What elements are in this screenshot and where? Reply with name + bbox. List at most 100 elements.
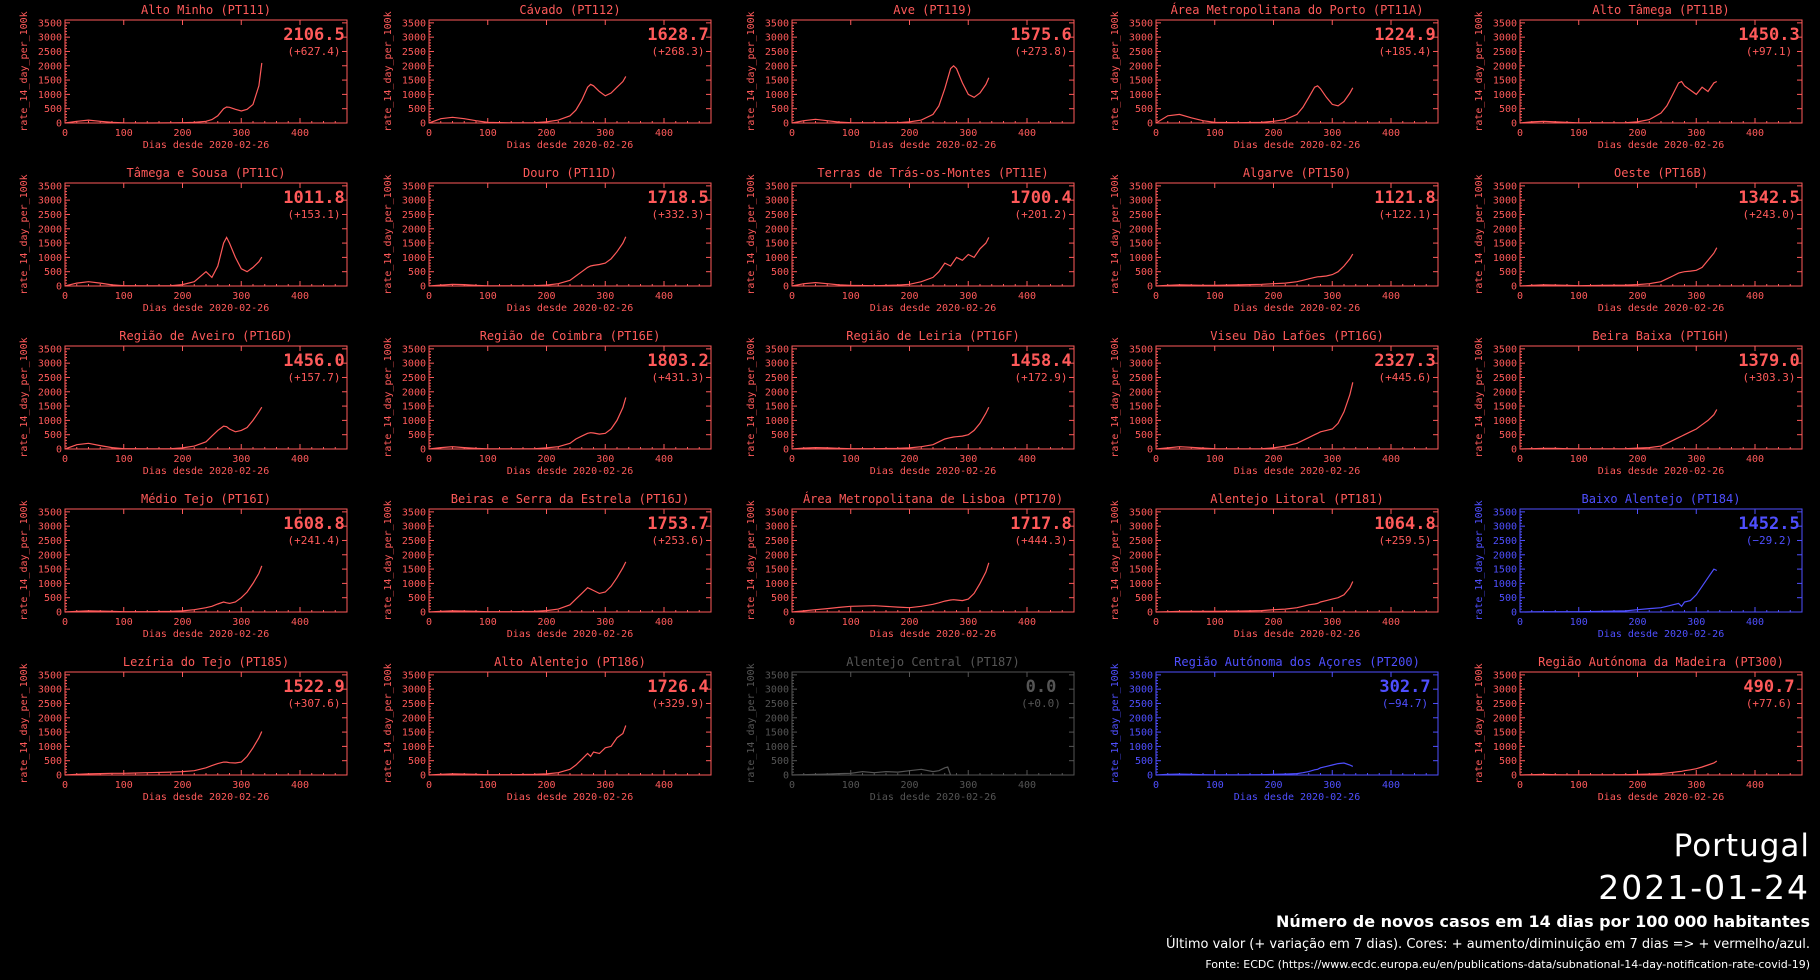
x-tick-label: 300: [1687, 128, 1705, 139]
y-tick-label: 3500: [38, 181, 62, 192]
change-label: (+241.4): [288, 534, 341, 547]
y-tick-label: 500: [1135, 267, 1153, 278]
y-tick-label: 2500: [765, 373, 789, 384]
y-tick-label: 3500: [1129, 18, 1153, 29]
change-label: (+77.6): [1746, 697, 1792, 710]
y-tick-label: 2000: [1493, 550, 1517, 561]
y-tick-label: 1000: [1129, 416, 1153, 427]
series-line: [64, 236, 263, 287]
x-tick-label: 0: [62, 454, 68, 465]
y-tick-label: 2500: [38, 699, 62, 710]
y-tick-label: 2500: [402, 536, 426, 547]
y-tick-label: 2500: [1129, 536, 1153, 547]
y-tick-label: 3000: [1129, 196, 1153, 207]
x-tick-label: 300: [232, 780, 250, 791]
y-tick-label: 500: [771, 267, 789, 278]
x-tick-label: 200: [537, 617, 555, 628]
chart-panel: Alto Minho (PT111)0500100015002000250030…: [19, 3, 348, 151]
source-note: Fonte: ECDC (https://www.ecdc.europa.eu/…: [1205, 958, 1810, 971]
y-tick-label: 500: [1499, 756, 1517, 767]
x-tick-label: 200: [900, 617, 918, 628]
x-tick-label: 100: [1570, 128, 1588, 139]
y-tick-label: 500: [44, 756, 62, 767]
x-axis-label: Dias desde 2020-02-26: [1598, 792, 1724, 803]
x-tick-label: 300: [1687, 780, 1705, 791]
y-tick-label: 1500: [1129, 565, 1153, 576]
series-line: [1519, 760, 1718, 776]
x-tick-label: 200: [173, 780, 191, 791]
y-tick-label: 3500: [38, 507, 62, 518]
y-tick-label: 0: [420, 445, 426, 456]
y-tick-label: 1500: [402, 565, 426, 576]
series-line: [1155, 253, 1354, 287]
series-line: [1155, 581, 1354, 613]
last-value-label: 1379.0: [1738, 351, 1799, 371]
last-value-label: 1628.7: [647, 25, 708, 45]
y-tick-label: 1500: [1493, 728, 1517, 739]
last-value-label: 2106.5: [283, 25, 344, 45]
series-line: [428, 561, 627, 613]
x-axis-label: Dias desde 2020-02-26: [143, 303, 269, 314]
y-axis-label: rate_14_day_per_100k: [383, 337, 394, 457]
y-tick-label: 1500: [1493, 565, 1517, 576]
y-tick-label: 500: [44, 430, 62, 441]
x-tick-label: 100: [115, 454, 133, 465]
y-tick-label: 3500: [765, 507, 789, 518]
y-tick-label: 1000: [1493, 416, 1517, 427]
y-tick-label: 1500: [402, 76, 426, 87]
y-tick-label: 2000: [1129, 713, 1153, 724]
x-tick-label: 0: [426, 780, 432, 791]
y-tick-label: 0: [56, 608, 62, 619]
y-tick-label: 3000: [402, 685, 426, 696]
chart-panel: Região Autónoma dos Açores (PT200) 0 500 10…: [1110, 655, 1439, 803]
y-tick-label: 3000: [765, 685, 789, 696]
y-tick-label: 2500: [38, 210, 62, 221]
y-tick-label: 1000: [1129, 90, 1153, 101]
change-label: (+172.9): [1015, 371, 1068, 384]
y-tick-label: 1500: [38, 402, 62, 413]
y-tick-label: 1500: [765, 565, 789, 576]
series-line: [1155, 382, 1354, 450]
y-tick-label: 500: [1499, 430, 1517, 441]
chart-title: Área Metropolitana do Porto (PT11A): [1171, 2, 1424, 17]
series-line: [791, 562, 990, 613]
y-tick-label: 1000: [765, 416, 789, 427]
x-axis-label: Dias desde 2020-02-26: [507, 792, 633, 803]
x-tick-label: 0: [1517, 128, 1523, 139]
x-tick-label: 200: [537, 128, 555, 139]
y-tick-label: 3500: [765, 181, 789, 192]
y-tick-label: 1000: [1129, 742, 1153, 753]
x-tick-label: 100: [1570, 291, 1588, 302]
y-tick-label: 0: [56, 445, 62, 456]
x-tick-label: 300: [1687, 617, 1705, 628]
y-tick-label: 0: [783, 771, 789, 782]
last-value-label: 1718.5: [647, 188, 708, 208]
x-tick-label: 200: [1264, 617, 1282, 628]
x-tick-label: 400: [655, 454, 673, 465]
y-tick-label: 0: [1147, 282, 1153, 293]
y-tick-label: 3500: [765, 18, 789, 29]
y-tick-label: 500: [1499, 267, 1517, 278]
last-value-label: 1121.8: [1374, 188, 1435, 208]
x-tick-label: 300: [232, 128, 250, 139]
x-tick-label: 100: [842, 291, 860, 302]
y-tick-label: 2000: [1493, 387, 1517, 398]
chart-title: Lezíria do Tejo (PT185): [123, 655, 289, 669]
x-tick-label: 300: [959, 128, 977, 139]
y-tick-label: 0: [420, 771, 426, 782]
x-tick-label: 300: [1687, 454, 1705, 465]
x-tick-label: 300: [232, 617, 250, 628]
x-tick-label: 300: [1687, 291, 1705, 302]
x-tick-label: 200: [173, 291, 191, 302]
x-tick-label: 100: [1206, 128, 1224, 139]
y-axis-label: rate_14_day_per_100k: [19, 663, 30, 783]
change-label: (+201.2): [1015, 208, 1068, 221]
y-tick-label: 1000: [1493, 579, 1517, 590]
y-axis-label: rate_14_day_per_100k: [1110, 500, 1121, 620]
x-tick-label: 0: [1153, 617, 1159, 628]
chart-panel: Alto Alentejo (PT186)0500100015002000250…: [383, 655, 712, 803]
y-tick-label: 2000: [402, 224, 426, 235]
series-line: [1519, 247, 1718, 287]
y-tick-label: 1500: [1129, 728, 1153, 739]
y-tick-label: 0: [1511, 445, 1517, 456]
